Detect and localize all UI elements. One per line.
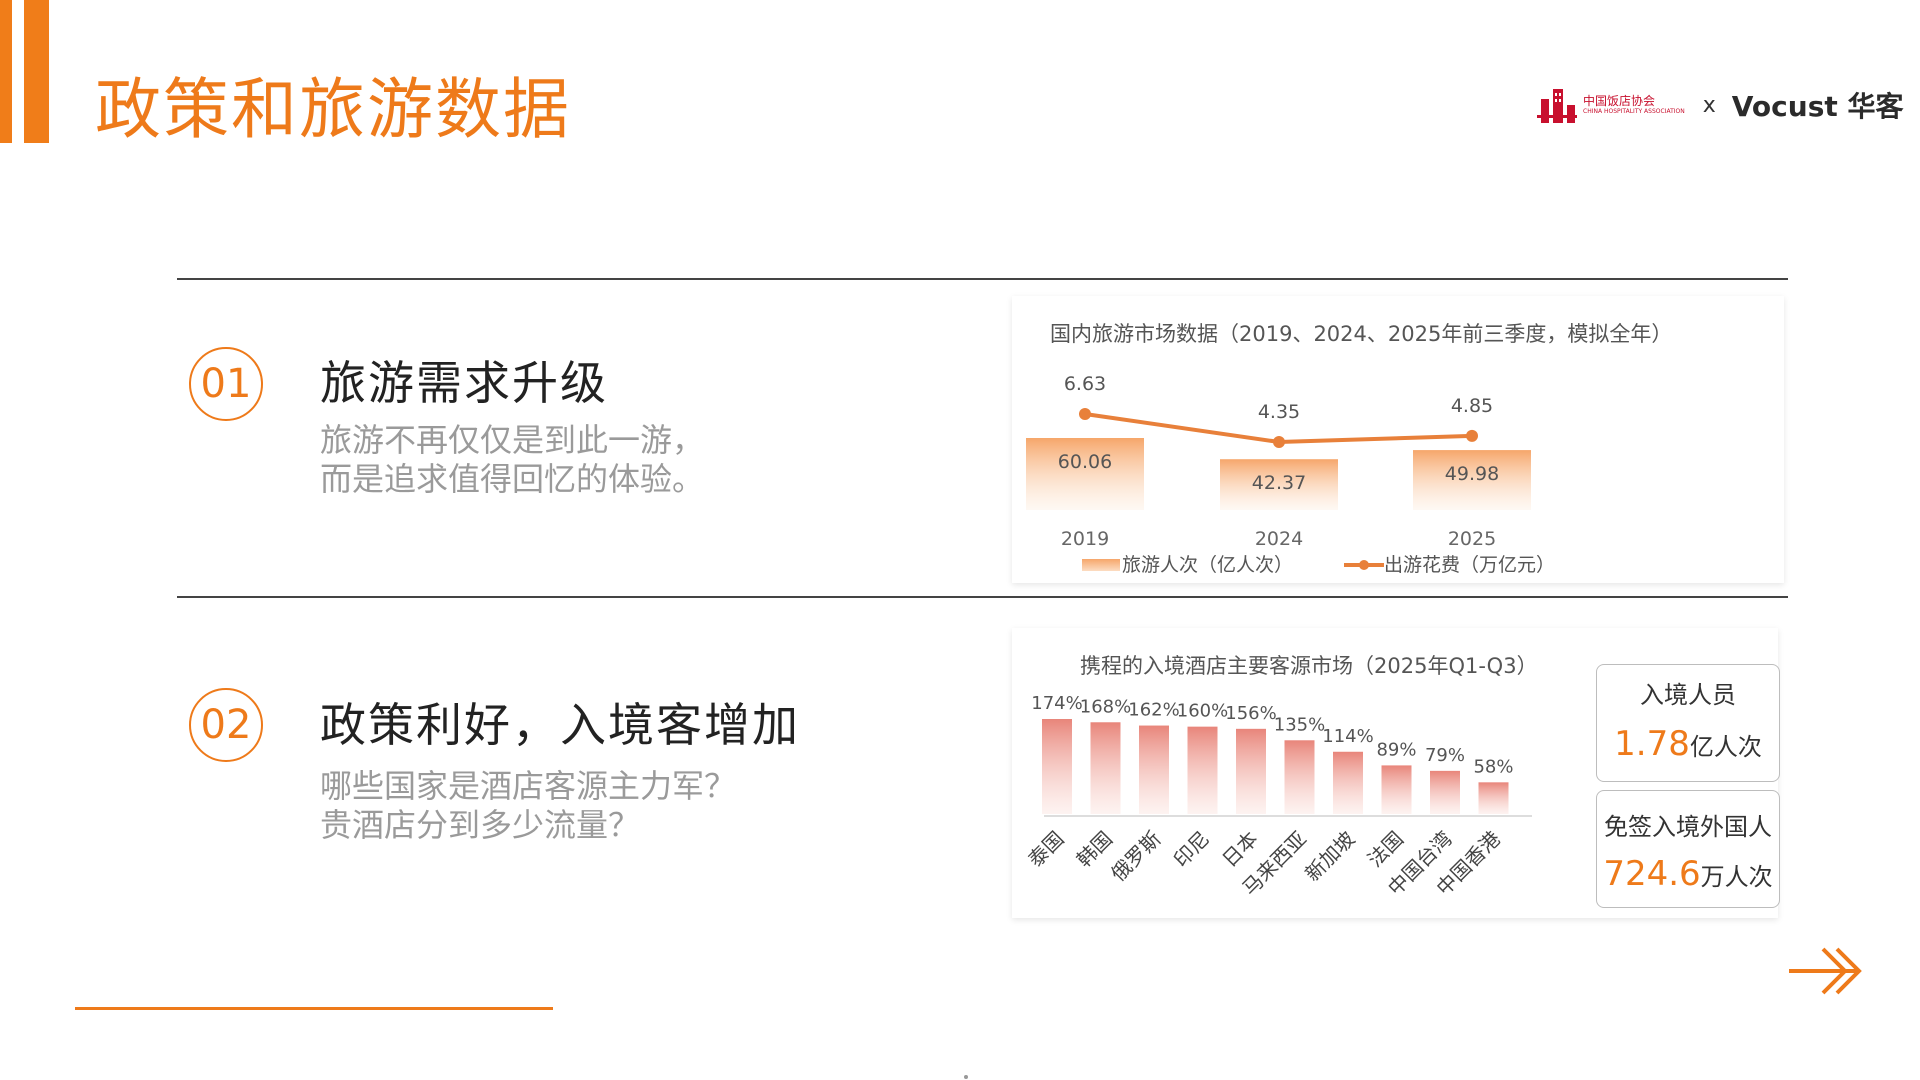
divider-middle bbox=[177, 596, 1788, 598]
chart1-line-label-2025: 4.85 bbox=[1451, 395, 1493, 417]
chart2-value-label-俄罗斯: 162% bbox=[1128, 700, 1179, 721]
double-chevron-right-icon bbox=[1789, 947, 1862, 995]
domestic-tourism-chart: 60.06 2019 42.37 2024 49.98 2025 6.63 4.35 4.85 旅… bbox=[1026, 373, 1555, 576]
chart1-legend-bar-swatch bbox=[1082, 559, 1120, 571]
section-desc-01-line1: 旅游不再仅仅是到此一游， bbox=[320, 421, 705, 459]
chart1-line-point-2025 bbox=[1466, 429, 1478, 442]
chart1-xtick-2024: 2024 bbox=[1255, 528, 1303, 550]
cha-logo-cn-text: 中国饭店协会 bbox=[1583, 94, 1656, 108]
stat-visafree-label: 免签入境外国人 bbox=[1604, 813, 1772, 841]
chart1-bar-label-2024: 42.37 bbox=[1252, 472, 1306, 494]
section-heading-02: 政策利好，入境客增加 bbox=[320, 698, 800, 752]
logo-separator: x bbox=[1702, 92, 1716, 118]
stat-visafree-box: 免签入境外国人 724.6万人次 bbox=[1596, 790, 1780, 908]
chart2-bar-新加坡 bbox=[1333, 751, 1363, 814]
chart1-xtick-2019: 2019 bbox=[1061, 528, 1109, 550]
chart1-legend-line-marker bbox=[1359, 560, 1369, 570]
section-heading-01: 旅游需求升级 bbox=[320, 356, 608, 410]
chart1-line-label-2019: 6.63 bbox=[1064, 373, 1106, 395]
chart2-title: 携程的入境酒店主要客源市场（2025年Q1-Q3） bbox=[1080, 654, 1538, 678]
accent-bar-right bbox=[24, 0, 49, 143]
chart2-bar-日本 bbox=[1236, 728, 1266, 814]
chart1-title: 国内旅游市场数据（2019、2024、2025年前三季度，模拟全年） bbox=[1050, 322, 1673, 346]
chart2-value-label-印尼: 160% bbox=[1177, 701, 1228, 722]
chart2-bar-俄罗斯 bbox=[1139, 725, 1169, 814]
page-dot bbox=[964, 1075, 968, 1079]
stat-inbound-value: 1.78 bbox=[1614, 724, 1690, 764]
chart2-value-label-日本: 156% bbox=[1225, 703, 1276, 724]
section-desc-01-line2: 而是追求值得回忆的体验。 bbox=[320, 460, 705, 498]
chart2-bar-中国香港 bbox=[1478, 782, 1509, 814]
chart1-legend-bar-label: 旅游人次（亿人次） bbox=[1122, 554, 1293, 576]
chart1-line-label-2024: 4.35 bbox=[1258, 401, 1300, 423]
chart2-bar-法国 bbox=[1381, 765, 1412, 814]
domestic-tourism-chart-panel: 国内旅游市场数据（2019、2024、2025年前三季度，模拟全年） 60.06… bbox=[1012, 296, 1784, 583]
chart2-value-label-法国: 89% bbox=[1376, 739, 1416, 760]
chart2-xtick-新加坡: 新加坡 bbox=[1300, 827, 1359, 886]
chart2-value-label-中国台湾: 79% bbox=[1425, 745, 1465, 766]
section-desc-02-line2: 贵酒店分到多少流量？ bbox=[320, 806, 641, 844]
chart1-bar-2025 bbox=[1413, 450, 1531, 510]
vocust-logo-text: Vocust 华客 bbox=[1731, 90, 1904, 123]
chart1-line-point-2024 bbox=[1273, 436, 1285, 448]
chart2-xtick-印尼: 印尼 bbox=[1169, 827, 1214, 872]
chart2-xtick-俄罗斯: 俄罗斯 bbox=[1106, 827, 1165, 886]
stat-visafree-value: 724.6 bbox=[1603, 854, 1701, 894]
chart1-bar-label-2025: 49.98 bbox=[1445, 463, 1499, 485]
chart2-bar-中国台湾 bbox=[1430, 770, 1460, 814]
chart1-line-point-2019 bbox=[1079, 408, 1091, 420]
stat-inbound-box: 入境人员 1.78亿人次 bbox=[1596, 664, 1780, 782]
chart1-xtick-2025: 2025 bbox=[1448, 528, 1496, 550]
section-number-01: 01 bbox=[189, 347, 263, 421]
chart1-legend-line-label: 出游花费（万亿元） bbox=[1384, 554, 1555, 576]
divider-top bbox=[177, 278, 1788, 280]
chart1-bar-label-2019: 60.06 bbox=[1058, 451, 1112, 473]
accent-bar-left bbox=[0, 0, 12, 143]
inbound-market-chart: 174%泰国168%韩国162%俄罗斯160%印尼156%日本135%马来西亚1… bbox=[1023, 693, 1532, 900]
section-number-02: 02 bbox=[189, 688, 263, 762]
cha-logo-en-text: CHINA HOSPITALITY ASSOCIATION bbox=[1583, 108, 1685, 115]
cha-logo-icon bbox=[1537, 89, 1577, 123]
section-desc-02-line1: 哪些国家是酒店客源主力军？ bbox=[320, 767, 737, 805]
chart2-value-label-新加坡: 114% bbox=[1322, 726, 1373, 747]
chart2-bar-印尼 bbox=[1187, 726, 1218, 814]
partner-logos: 中国饭店协会 CHINA HOSPITALITY ASSOCIATION x V… bbox=[1535, 82, 1904, 128]
chart2-xtick-泰国: 泰国 bbox=[1023, 827, 1068, 872]
chart2-value-label-马来西亚: 135% bbox=[1274, 714, 1325, 735]
chart1-bar-2019 bbox=[1026, 438, 1144, 510]
chart1-bar-2024 bbox=[1220, 459, 1338, 510]
stat-inbound-label: 入境人员 bbox=[1640, 681, 1736, 709]
stat-visafree-unit: 万人次 bbox=[1700, 863, 1773, 891]
chart2-bar-泰国 bbox=[1042, 719, 1072, 814]
chart2-value-label-中国香港: 58% bbox=[1473, 756, 1513, 777]
page-title: 政策和旅游数据 bbox=[95, 71, 571, 148]
chart2-value-label-泰国: 174% bbox=[1031, 693, 1082, 714]
footer-accent-line bbox=[75, 1007, 553, 1010]
chart2-value-label-韩国: 168% bbox=[1080, 696, 1131, 717]
chart2-bar-韩国 bbox=[1090, 722, 1121, 814]
chart2-bar-马来西亚 bbox=[1284, 740, 1315, 814]
stat-inbound-unit: 亿人次 bbox=[1689, 733, 1762, 761]
